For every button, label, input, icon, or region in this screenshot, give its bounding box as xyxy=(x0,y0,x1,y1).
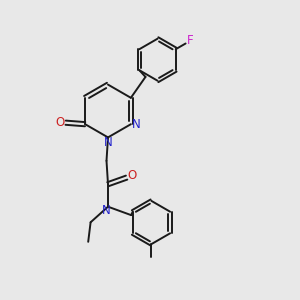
Text: O: O xyxy=(128,169,136,182)
Text: N: N xyxy=(103,136,112,149)
Text: F: F xyxy=(187,34,194,47)
Text: O: O xyxy=(56,116,65,129)
Text: N: N xyxy=(102,204,111,217)
Text: N: N xyxy=(132,118,141,131)
